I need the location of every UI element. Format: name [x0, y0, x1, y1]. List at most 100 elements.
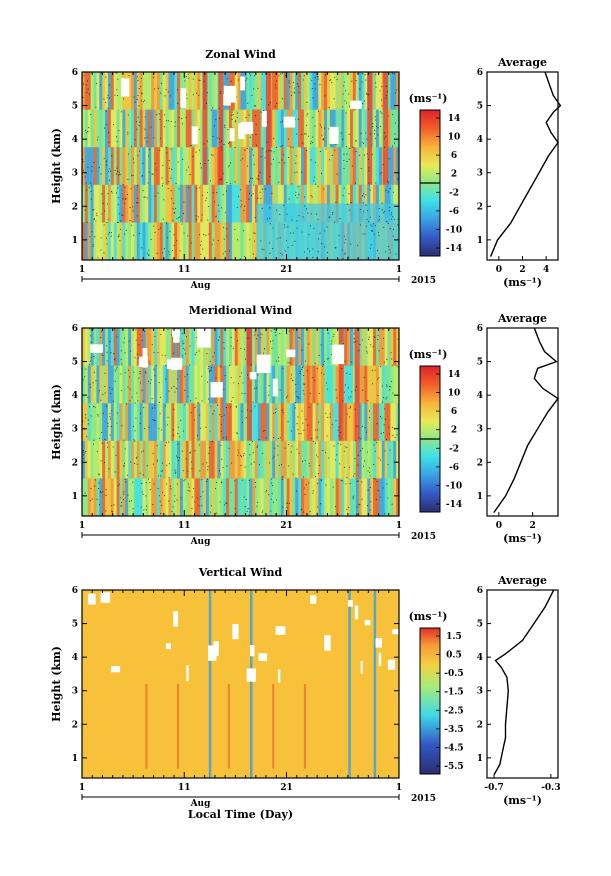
colorbar-label: -2.5 [444, 706, 463, 716]
y-tick-label: 5 [72, 358, 78, 368]
profile-x-tick-label: 4 [543, 265, 549, 275]
month-label: Aug [190, 537, 212, 547]
y-tick-label: 6 [72, 586, 78, 596]
profile-y-tick-label: 4 [477, 653, 483, 663]
month-label: Aug [190, 281, 212, 291]
profile-x-tick-label: 0 [496, 265, 502, 275]
heatmap-field [82, 328, 399, 516]
panel-frame [81, 589, 400, 779]
profile-frame [486, 71, 559, 261]
colorbar-label: -4.5 [444, 743, 463, 753]
y-tick-label: 4 [72, 653, 78, 663]
panel-title: Meridional Wind [189, 304, 293, 317]
y-tick-label: 1 [72, 236, 78, 246]
colorbar-unit: (ms⁻¹) [409, 348, 448, 361]
colorbar-label: -2 [449, 188, 459, 198]
colorbar-label: 2 [451, 426, 457, 436]
x-axis-label: Local Time (Day) [188, 808, 293, 821]
colorbar-label: -6 [449, 207, 459, 217]
x-tick-label: 21 [280, 521, 293, 531]
year-label: 2015 [411, 794, 436, 804]
x-tick-label: 1 [396, 521, 402, 531]
y-tick-label: 3 [72, 169, 78, 179]
y-tick-label: 2 [72, 720, 78, 730]
profile-x-tick-label: 0 [496, 521, 502, 531]
y-tick-label: 2 [72, 202, 78, 212]
y-tick-label: 5 [72, 620, 78, 630]
heatmap-field [82, 590, 399, 778]
y-tick-label: 3 [72, 687, 78, 697]
x-tick-label: 1 [79, 521, 85, 531]
x-tick-label: 1 [396, 265, 402, 275]
colorbar-label: -10 [446, 481, 462, 491]
y-tick-label: 4 [72, 391, 78, 401]
y-axis-label: Height (km) [50, 646, 63, 722]
profile-y-tick-label: 2 [477, 202, 483, 212]
panel-title: Vertical Wind [198, 566, 283, 579]
y-tick-label: 4 [72, 135, 78, 145]
panel-frame [81, 327, 400, 517]
profile-line [493, 327, 560, 514]
colorbar-label: -1.5 [444, 688, 463, 698]
colorbar-label: -5.5 [444, 762, 463, 772]
profile-y-tick-label: 2 [477, 720, 483, 730]
colorbar-label: -14 [446, 244, 462, 254]
profile-x-tick-label: 2 [530, 521, 536, 531]
y-tick-label: 2 [72, 458, 78, 468]
profile-title: Average [497, 312, 547, 325]
colorbar-label: 14 [448, 114, 461, 124]
colorbar-label: 10 [448, 389, 461, 399]
colorbar-label: 14 [448, 370, 461, 380]
profile-y-tick-label: 1 [477, 754, 483, 764]
profile-y-tick-label: 2 [477, 458, 483, 468]
profile-frame [486, 589, 559, 779]
profile-y-tick-label: 4 [477, 135, 483, 145]
y-axis-label: Height (km) [50, 128, 63, 204]
colorbar-label: 6 [451, 151, 457, 161]
profile-frame [486, 327, 559, 517]
profile-y-tick-label: 6 [477, 586, 483, 596]
profile-y-tick-label: 5 [477, 620, 483, 630]
panel-frame [81, 71, 400, 261]
y-axis-label: Height (km) [50, 384, 63, 460]
colorbar-unit: (ms⁻¹) [409, 92, 448, 105]
profile-y-tick-label: 3 [477, 687, 483, 697]
y-tick-label: 1 [72, 492, 78, 502]
colorbar-label: 10 [448, 133, 461, 143]
colorbar-label: -14 [446, 500, 462, 510]
profile-y-tick-label: 5 [477, 102, 483, 112]
colorbar-label: 6 [451, 407, 457, 417]
year-label: 2015 [411, 532, 436, 542]
colorbar-label: -2 [449, 444, 459, 454]
profile-y-tick-label: 3 [477, 169, 483, 179]
y-tick-label: 3 [72, 425, 78, 435]
y-tick-label: 6 [72, 324, 78, 334]
colorbar-label: -0.5 [444, 669, 463, 679]
colorbar-label: 0.5 [446, 651, 462, 661]
x-tick-label: 11 [178, 783, 191, 793]
y-tick-label: 6 [72, 68, 78, 78]
y-tick-label: 5 [72, 102, 78, 112]
x-tick-label: 11 [178, 265, 191, 275]
profile-y-tick-label: 4 [477, 391, 483, 401]
profile-x-tick-label: -0.7 [484, 783, 503, 793]
profile-x-label: (ms⁻¹) [503, 276, 542, 289]
x-tick-label: 11 [178, 521, 191, 531]
colorbar-label: -6 [449, 463, 459, 473]
x-tick-label: 21 [280, 783, 293, 793]
x-tick-label: 21 [280, 265, 293, 275]
year-label: 2015 [411, 276, 436, 286]
panel-title: Zonal Wind [205, 48, 276, 61]
profile-title: Average [497, 574, 547, 587]
x-tick-label: 1 [396, 783, 402, 793]
colorbar-label: 2 [451, 170, 457, 180]
profile-x-label: (ms⁻¹) [503, 532, 542, 545]
profile-y-tick-label: 5 [477, 358, 483, 368]
profile-y-tick-label: 6 [477, 324, 483, 334]
colorbar-label: 1.5 [446, 632, 462, 642]
profile-line [489, 71, 562, 257]
colorbar-unit: (ms⁻¹) [409, 610, 448, 623]
colorbar-label: -10 [446, 225, 462, 235]
